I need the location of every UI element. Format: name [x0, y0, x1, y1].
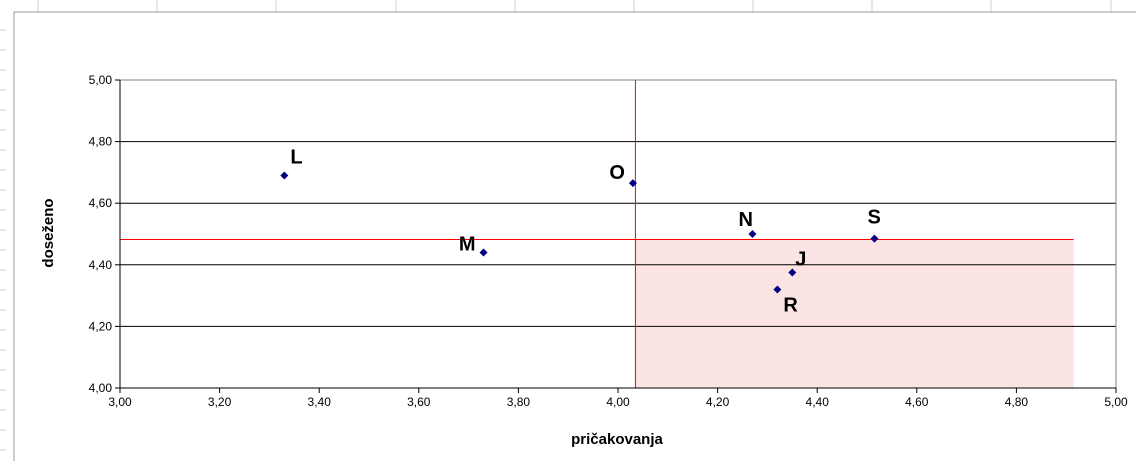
y-tick-label: 4,00 — [89, 381, 113, 395]
point-label-j: J — [795, 249, 806, 271]
x-tick-label: 4,20 — [706, 395, 730, 409]
spreadsheet-background — [0, 0, 1112, 451]
highlight-rect — [635, 239, 1074, 388]
x-tick-label: 4,80 — [1005, 395, 1029, 409]
y-axis-title: doseženo — [40, 198, 57, 267]
data-point-j — [788, 268, 797, 277]
axes — [115, 79, 1117, 393]
x-tick-label: 3,20 — [208, 395, 232, 409]
x-tick-label: 4,40 — [806, 395, 830, 409]
point-label-s: S — [867, 207, 880, 229]
chart-area-border — [13, 11, 1136, 461]
y-tick-labels: 4,00 4,20 4,40 4,60 4,80 5,00 — [89, 73, 113, 395]
data-point-s — [870, 234, 879, 243]
x-tick-labels: 3,00 3,20 3,40 3,60 3,80 4,00 4,20 4,40 4,60 4,80… — [108, 395, 1128, 409]
y-tick-label: 4,20 — [89, 319, 113, 333]
point-label-r: R — [783, 294, 798, 316]
point-label-o: O — [609, 162, 625, 184]
x-tick-label: 3,40 — [308, 395, 332, 409]
point-label-m: M — [459, 233, 476, 255]
grid-lines — [120, 141, 1116, 327]
y-tick-label: 5,00 — [89, 73, 113, 87]
data-point-n — [748, 230, 757, 238]
data-point-m — [479, 248, 488, 257]
point-label-n: N — [738, 209, 752, 231]
x-tick-label: 5,00 — [1104, 395, 1128, 409]
y-tick-label: 4,40 — [89, 258, 113, 272]
reference-lines — [120, 80, 1074, 388]
data-point-o — [628, 179, 637, 188]
data-points — [280, 171, 879, 294]
x-tick-label: 3,60 — [407, 395, 431, 409]
x-axis-title: pričakovanja — [571, 431, 663, 448]
point-label-l: L — [290, 146, 302, 168]
x-tick-label: 4,60 — [905, 395, 929, 409]
highlight-region — [635, 239, 1074, 388]
point-labels: L M O N S J R — [290, 146, 880, 316]
y-tick-label: 4,80 — [89, 135, 113, 149]
x-tick-label: 3,00 — [108, 395, 132, 409]
data-point-l — [280, 171, 289, 180]
data-point-r — [773, 285, 782, 294]
x-tick-label: 4,00 — [606, 395, 630, 409]
x-tick-label: 3,80 — [507, 395, 531, 409]
y-tick-label: 4,60 — [89, 196, 113, 210]
